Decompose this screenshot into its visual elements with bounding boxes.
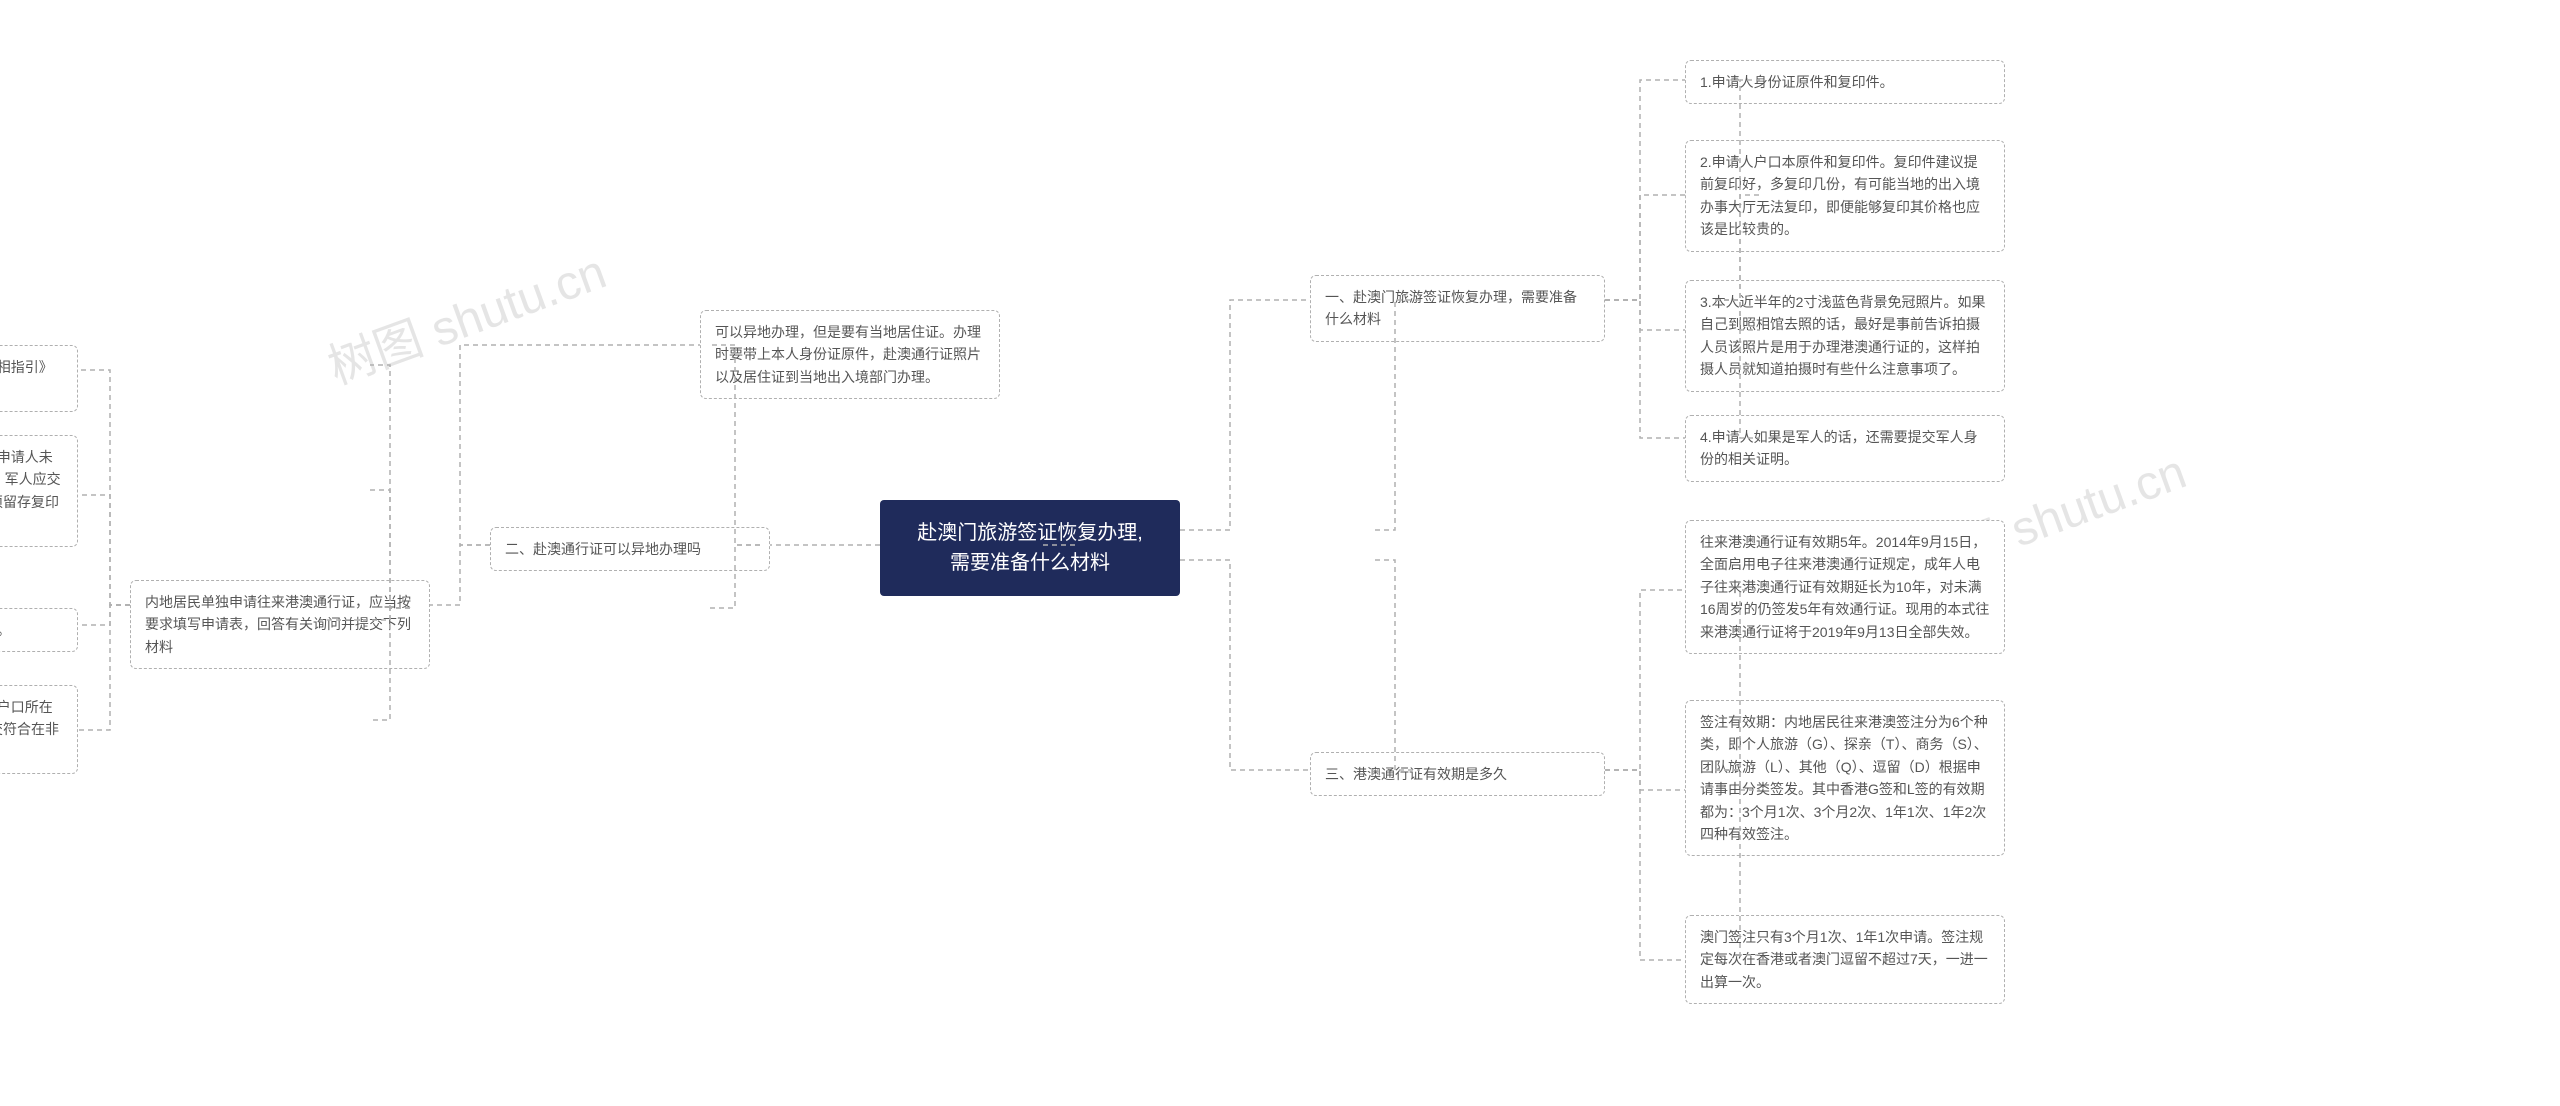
section-3-item-3: 澳门签注只有3个月1次、1年1次申请。签注规定每次在香港或者澳门逗留不超过7天，…: [1685, 915, 2005, 1004]
connector-lines-right: [0, 0, 2560, 1106]
section-1-title-text: 一、赴澳门旅游签证恢复办理，需要准备什么材料: [1325, 289, 1577, 327]
section-1-item-3: 3.本人近半年的2寸浅蓝色背景免冠照片。如果自己到照相馆去照的话，最好是事前告诉…: [1685, 280, 2005, 392]
leaf-text: 3.本人近半年的2寸浅蓝色背景免冠照片。如果自己到照相馆去照的话，最好是事前告诉…: [1700, 294, 1985, 377]
section-1-title: 一、赴澳门旅游签证恢复办理，需要准备什么材料: [1310, 275, 1605, 342]
leaf-text: 澳门签注只有3个月1次、1年1次申请。签注规定每次在香港或者澳门逗留不超过7天，…: [1700, 929, 1988, 990]
leaf-text: 4.申请人如果是军人的话，还需要提交军人身份的相关证明。: [1700, 429, 1978, 467]
leaf-text: 2.申请人户口本原件和复印件。复印件建议提前复印好，多复印几份，有可能当地的出入…: [1700, 154, 1980, 237]
section-1-item-2: 2.申请人户口本原件和复印件。复印件建议提前复印好，多复印几份，有可能当地的出入…: [1685, 140, 2005, 252]
section-2-sub2: 内地居民单独申请往来港澳通行证，应当按要求填写申请表，回答有关询问并提交下列材料: [130, 580, 430, 669]
center-line1: 赴澳门旅游签证恢复办理,: [917, 522, 1143, 544]
section-3-item-1: 往来港澳通行证有效期5年。2014年9月15日，全面启用电子往来港澳通行证规定，…: [1685, 520, 2005, 654]
section-2-item-1: 1、提交符合《出入境证件相片照相指引》标准的申请人照片。: [0, 345, 78, 412]
section-1-item-1: 1.申请人身份证原件和复印件。: [1685, 60, 2005, 104]
section-2-item-4: 4、按照公安部有关规定在非常住户口所在地申请往来澳通行证的，还须提交符合在非常住…: [0, 685, 78, 774]
connector-lines: [0, 0, 2560, 1106]
section-2-item-3: 3、按规定提交或者核验指纹信息。: [0, 608, 78, 652]
section-3-title: 三、港澳通行证有效期是多久: [1310, 752, 1605, 796]
section-2-title: 二、赴澳通行证可以异地办理吗: [490, 527, 770, 571]
section-2-item-2: 2、交验申请人居民身份证原件，申请人未满16周岁，也可交验居民户口簿；军人应交验…: [0, 435, 78, 547]
leaf-text: 2、交验申请人居民身份证原件，申请人未满16周岁，也可交验居民户口簿；军人应交验…: [0, 449, 61, 532]
watermark: 树图 shutu.cn: [317, 232, 614, 397]
section-1-item-4: 4.申请人如果是军人的话，还需要提交军人身份的相关证明。: [1685, 415, 2005, 482]
leaf-text: 可以异地办理，但是要有当地居住证。办理时要带上本人身份证原件，赴澳通行证照片以及…: [715, 324, 981, 385]
leaf-text: 往来港澳通行证有效期5年。2014年9月15日，全面启用电子往来港澳通行证规定，…: [1700, 534, 1989, 640]
leaf-text: 4、按照公安部有关规定在非常住户口所在地申请往来澳通行证的，还须提交符合在非常住…: [0, 699, 59, 760]
section-2-sub1: 可以异地办理，但是要有当地居住证。办理时要带上本人身份证原件，赴澳通行证照片以及…: [700, 310, 1000, 399]
connector-lines-left: [0, 0, 2560, 1106]
section-3-item-2: 签注有效期：内地居民往来港澳签注分为6个种类，即个人旅游（G）、探亲（T）、商务…: [1685, 700, 2005, 856]
center-line2: 需要准备什么材料: [950, 552, 1110, 574]
leaf-text: 1、提交符合《出入境证件相片照相指引》标准的申请人照片。: [0, 359, 53, 397]
leaf-text: 1.申请人身份证原件和复印件。: [1700, 74, 1894, 90]
leaf-text: 内地居民单独申请往来港澳通行证，应当按要求填写申请表，回答有关询问并提交下列材料: [145, 594, 411, 655]
section-2-title-text: 二、赴澳通行证可以异地办理吗: [505, 541, 701, 557]
leaf-text: 签注有效期：内地居民往来港澳签注分为6个种类，即个人旅游（G）、探亲（T）、商务…: [1700, 714, 1988, 842]
leaf-text: 3、按规定提交或者核验指纹信息。: [0, 622, 11, 638]
center-topic: 赴澳门旅游签证恢复办理, 需要准备什么材料: [880, 500, 1180, 596]
section-3-title-text: 三、港澳通行证有效期是多久: [1325, 766, 1507, 782]
